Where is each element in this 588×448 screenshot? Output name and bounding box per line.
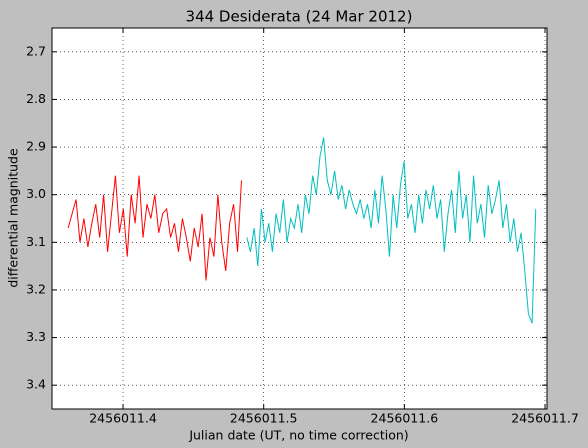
y-axis-label: differential magnitude: [6, 148, 21, 288]
y-tick-label: 3.1: [26, 234, 46, 249]
y-tick-label: 3.4: [26, 377, 46, 392]
y-tick-label: 2.7: [26, 43, 46, 58]
x-tick-label: 2456011.7: [511, 411, 579, 426]
y-tick-label: 3.3: [26, 329, 46, 344]
x-axis-label: Julian date (UT, no time correction): [188, 428, 408, 443]
x-tick-label: 2456011.5: [230, 411, 298, 426]
y-tick-label: 2.8: [26, 91, 46, 106]
y-tick-label: 2.9: [26, 139, 46, 154]
x-tick-label: 2456011.6: [371, 411, 439, 426]
x-tick-label: 2456011.4: [89, 411, 157, 426]
data-line: [67, 175, 242, 281]
plot-frame: [51, 27, 548, 410]
y-tick-label: 3.0: [26, 186, 46, 201]
y-tick-label: 3.2: [26, 281, 46, 296]
chart-title: 344 Desiderata (24 Mar 2012): [186, 8, 413, 26]
data-line: [246, 137, 537, 324]
